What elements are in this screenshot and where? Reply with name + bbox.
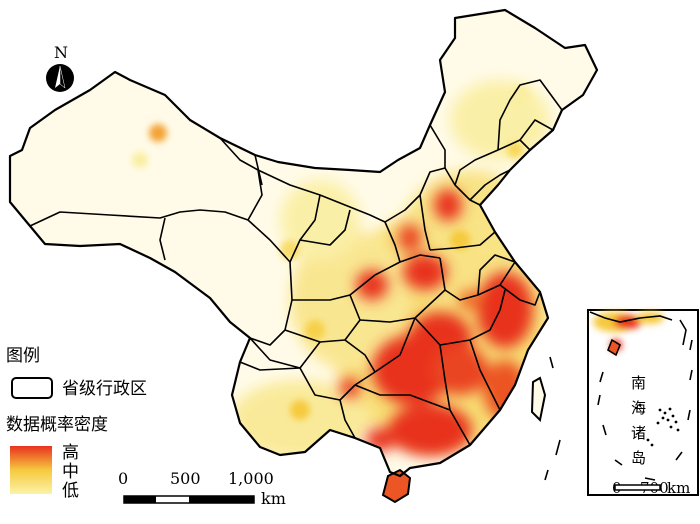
density-heatmap: [132, 80, 550, 460]
taiwan-island: [530, 376, 547, 423]
inset-label-char-4: 岛: [631, 449, 646, 467]
legend-title: 图例: [6, 346, 40, 366]
scale-unit: km: [261, 489, 286, 508]
legend-level-low: 低: [62, 481, 79, 501]
inset-label-char-2: 海: [631, 399, 646, 417]
inset-scale-unit: km: [667, 479, 690, 497]
legend-level-high: 高: [62, 443, 79, 463]
inset-scalebar: [614, 484, 661, 491]
scale-tick-500: 500: [170, 469, 201, 488]
north-label: N: [54, 43, 68, 62]
province-boundaries: [8, 8, 599, 478]
scalebar: 0 500 1,000 km: [118, 469, 286, 508]
legend-boundary-swatch: [11, 377, 53, 399]
legend-density-title: 数据概率密度: [6, 415, 108, 435]
inset-label-char-3: 诸: [631, 424, 646, 442]
scale-tick-0: 0: [118, 469, 128, 488]
south-china-sea-inset: 南 海 诸 岛 0 700 km: [587, 309, 699, 497]
legend-boundary-label: 省级行政区: [62, 379, 147, 399]
hainan-island: [381, 468, 412, 504]
legend-density-ramp: [10, 446, 52, 494]
legend: 图例 省级行政区 数据概率密度 高 中 低: [6, 346, 147, 501]
north-arrow: N: [46, 43, 74, 92]
scale-tick-1000: 1,000: [228, 469, 274, 488]
legend-level-mid: 中: [62, 462, 79, 482]
inset-label-char-1: 南: [631, 374, 646, 392]
coastal-islands: [544, 356, 561, 481]
